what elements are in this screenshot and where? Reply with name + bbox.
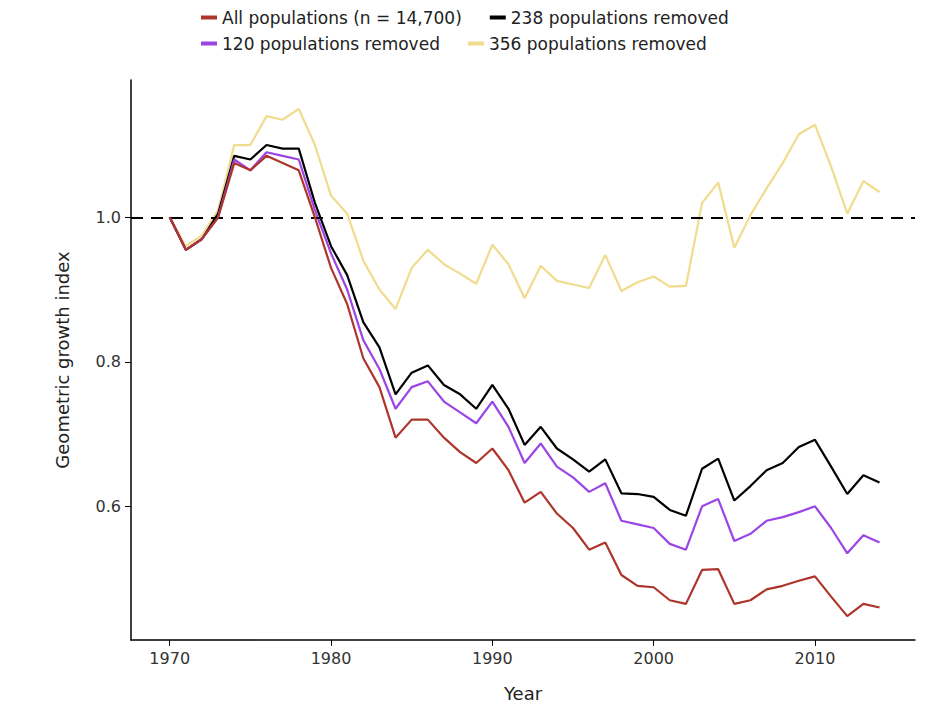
svg-text:Year: Year [503, 683, 543, 704]
svg-text:1.0: 1.0 [96, 208, 121, 227]
svg-text:120 populations removed: 120 populations removed [222, 34, 440, 54]
svg-text:1970: 1970 [149, 649, 190, 668]
svg-text:356 populations removed: 356 populations removed [489, 34, 707, 54]
svg-text:0.6: 0.6 [96, 497, 121, 516]
svg-text:1990: 1990 [472, 649, 513, 668]
svg-text:2000: 2000 [633, 649, 674, 668]
svg-text:1980: 1980 [311, 649, 352, 668]
svg-text:0.8: 0.8 [96, 352, 121, 371]
svg-text:Geometric growth index: Geometric growth index [52, 251, 73, 469]
svg-text:2010: 2010 [795, 649, 836, 668]
svg-text:All populations (n = 14,700): All populations (n = 14,700) [222, 8, 462, 28]
svg-text:238 populations removed: 238 populations removed [511, 8, 729, 28]
